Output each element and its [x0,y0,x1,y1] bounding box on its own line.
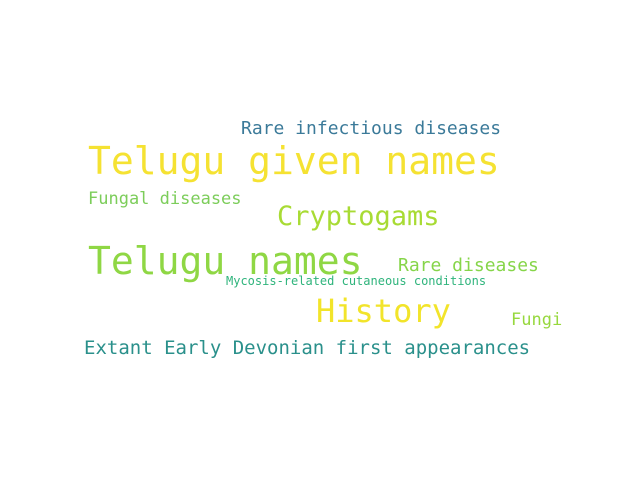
word-extant-early-devonian-first-appearances: Extant Early Devonian first appearances [84,337,531,359]
word-cryptogams: Cryptogams [277,201,440,232]
word-rare-diseases: Rare diseases [398,255,539,276]
word-fungal-diseases: Fungal diseases [88,189,242,209]
word-fungi: Fungi [511,310,563,330]
word-rare-infectious-diseases: Rare infectious diseases [241,118,502,139]
word-mycosis-related-cutaneous-conditions: Mycosis-related cutaneous conditions [226,274,487,288]
word-telugu-given-names: Telugu given names [88,139,500,183]
word-history: History [316,292,451,330]
word-telugu-names: Telugu names [88,239,363,283]
